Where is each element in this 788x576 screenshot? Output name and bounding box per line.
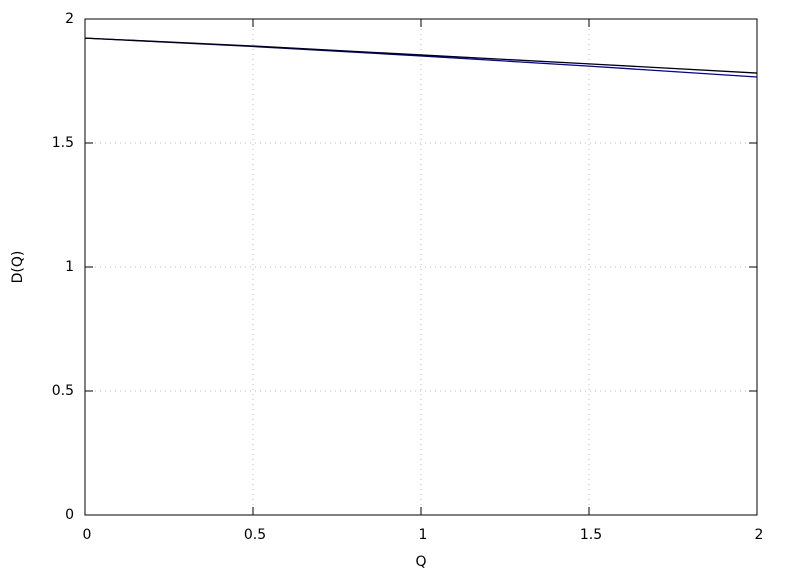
y-tick-label: 0.5	[52, 383, 74, 399]
x-tick-label: 2	[755, 527, 764, 543]
y-axis-label: D(Q)	[10, 251, 26, 284]
data-line	[84, 37, 758, 74]
plot-frame	[84, 18, 758, 516]
x-axis-label: Q	[415, 554, 426, 570]
y-tick-label: 0	[65, 507, 74, 523]
y-tick-label: 2	[65, 11, 74, 27]
x-tick-label: 1.5	[580, 527, 602, 543]
y-tick-label: 1	[65, 259, 74, 275]
data-line	[84, 37, 758, 78]
x-tick-label: 0	[83, 527, 92, 543]
y-tick-label: 1.5	[52, 135, 74, 151]
x-tick-label: 1	[419, 527, 428, 543]
x-tick-label: 0.5	[244, 527, 266, 543]
